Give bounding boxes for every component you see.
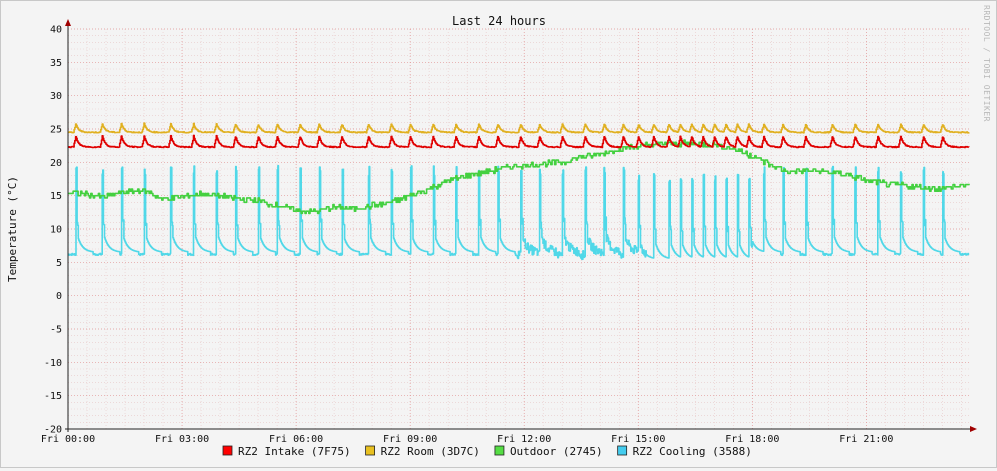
x-tick-label: Fri 03:00: [155, 434, 209, 445]
y-tick-label: 0: [56, 291, 62, 302]
y-tick-label: -10: [44, 358, 62, 369]
chart-title: Last 24 hours: [452, 14, 546, 28]
legend-label-0: RZ2 Intake (7F75): [238, 445, 351, 458]
y-axis-label: Temperature (°C): [6, 176, 19, 282]
series-line-0: [68, 134, 970, 149]
legend-label-2: Outdoor (2745): [510, 445, 603, 458]
x-tick-label: Fri 12:00: [497, 434, 551, 445]
series-lines: [67, 122, 970, 261]
series-line-3: [67, 164, 970, 261]
legend-swatch-3: [617, 445, 628, 456]
y-tick-label: -15: [44, 391, 62, 402]
x-tick-label: Fri 18:00: [725, 434, 779, 445]
series-line-2: [68, 139, 970, 215]
x-tick-label: Fri 00:00: [41, 434, 95, 445]
y-tick-label: 10: [50, 225, 62, 236]
x-tick-label: Fri 21:00: [839, 434, 893, 445]
legend-label-1: RZ2 Room (3D7C): [381, 445, 480, 458]
legend-swatch-2: [494, 445, 505, 456]
y-tick-label: 40: [50, 25, 62, 36]
legend-label-3: RZ2 Cooling (3588): [633, 445, 752, 458]
x-tick-label: Fri 15:00: [611, 434, 665, 445]
y-tick-label: 15: [50, 191, 62, 202]
series-line-1: [68, 122, 970, 134]
x-tick-label: Fri 06:00: [269, 434, 323, 445]
x-axis-arrow: [970, 426, 977, 432]
legend: RZ2 Intake (7F75) RZ2 Room (3D7C) Outdoor …: [222, 445, 752, 458]
y-tick-label: 20: [50, 158, 62, 169]
legend-swatch-0: [222, 445, 233, 456]
legend-swatch-1: [365, 445, 375, 456]
grid: [67, 28, 969, 430]
y-tick-label: 30: [50, 91, 62, 102]
x-tick-label: Fri 09:00: [383, 434, 437, 445]
y-axis-arrow: [65, 19, 71, 26]
rrdtool-credit: RRDTOOL / TOBI OETIKER: [982, 5, 991, 122]
y-tick-label: 5: [56, 258, 62, 269]
y-tick-label: 35: [50, 58, 62, 69]
y-tick-label: 25: [50, 125, 62, 136]
y-tick-label: -5: [50, 325, 62, 336]
y-tick-label: -20: [44, 425, 62, 436]
